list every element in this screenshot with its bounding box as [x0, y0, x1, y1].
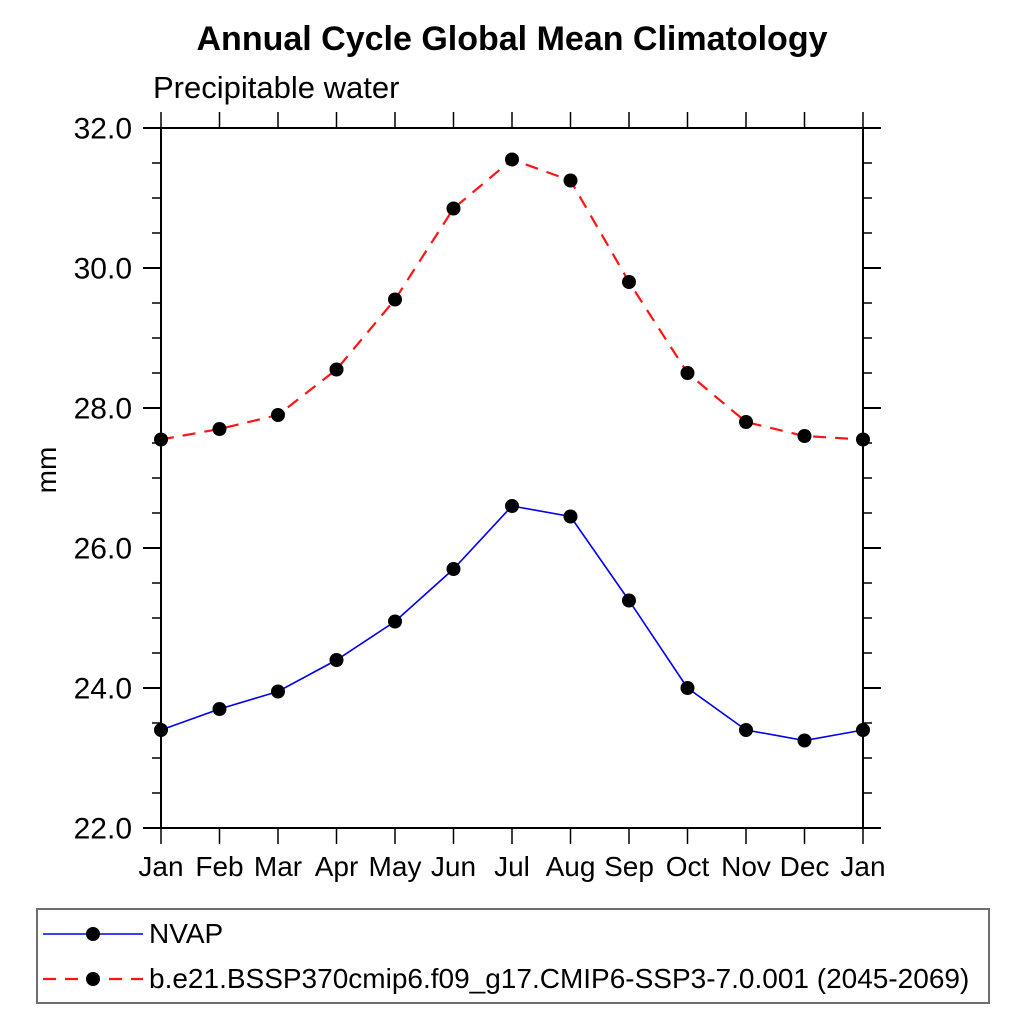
data-point-marker: [797, 429, 812, 443]
data-point-marker: [271, 684, 285, 699]
x-tick-label: May: [369, 851, 422, 882]
chart-subtitle: Precipitable water: [153, 70, 400, 105]
data-point-marker: [797, 733, 812, 748]
data-point-marker: [212, 422, 227, 436]
x-tick-label: Jun: [431, 851, 476, 882]
x-tick-label: Oct: [666, 851, 710, 882]
series-line-model: [160, 158, 864, 441]
legend-marker-icon: [86, 926, 100, 941]
y-tick-label: 32.0: [74, 113, 132, 146]
legend-label: NVAP: [149, 917, 224, 949]
data-point-marker: [505, 499, 519, 513]
data-point-marker: [622, 275, 636, 289]
legend-item: NVAP: [41, 912, 988, 955]
legend-label: b.e21.BSSP370cmip6.f09_g17.CMIP6-SSP3-7.…: [149, 962, 970, 994]
legend-line-sample: [43, 926, 143, 941]
data-point-marker: [856, 723, 870, 737]
data-point-marker: [154, 432, 168, 447]
data-point-marker: [739, 415, 753, 429]
data-point-marker: [212, 702, 227, 716]
data-point-marker: [505, 152, 519, 167]
data-point-marker: [680, 366, 695, 380]
data-point-marker: [329, 362, 344, 377]
data-point-marker: [622, 593, 636, 608]
axis-frame: [160, 127, 864, 829]
series-line-obs: [160, 505, 864, 742]
x-tick-label: Dec: [780, 851, 830, 882]
data-point-marker: [446, 562, 461, 576]
data-point-marker: [154, 723, 168, 737]
x-tick-label: Nov: [721, 851, 771, 882]
legend-line-sample: [43, 971, 143, 986]
data-point-marker: [388, 614, 402, 629]
y-tick-label: 28.0: [74, 393, 132, 426]
data-point-marker: [739, 723, 753, 737]
legend-box: NVAP b.e21.BSSP370cmip6.f09_g17.CMIP6-SSP…: [36, 908, 990, 1004]
data-point-marker: [446, 201, 461, 216]
y-tick-label: 22.0: [74, 813, 132, 846]
x-tick-label: Jan: [840, 851, 885, 882]
data-point-marker: [856, 432, 870, 447]
x-tick-label: Apr: [315, 851, 359, 882]
x-tick-label: Feb: [195, 851, 243, 882]
data-point-marker: [271, 408, 285, 422]
x-tick-label: Jul: [494, 851, 530, 882]
data-point-marker: [388, 292, 402, 307]
legend-marker-icon: [86, 971, 100, 986]
chart-title: Annual Cycle Global Mean Climatology: [196, 20, 828, 58]
data-point-marker: [329, 653, 344, 667]
data-point-marker: [563, 173, 578, 188]
legend-item: b.e21.BSSP370cmip6.f09_g17.CMIP6-SSP3-7.…: [41, 957, 988, 1000]
data-point-marker: [680, 681, 695, 695]
y-tick-label: 24.0: [74, 673, 132, 706]
y-tick-label: 30.0: [74, 253, 132, 286]
data-point-marker: [563, 509, 578, 524]
x-tick-label: Sep: [604, 851, 654, 882]
y-tick-label: 26.0: [74, 533, 132, 566]
x-tick-label: Jan: [138, 851, 183, 882]
x-tick-label: Aug: [546, 851, 596, 882]
x-tick-label: Mar: [254, 851, 302, 882]
